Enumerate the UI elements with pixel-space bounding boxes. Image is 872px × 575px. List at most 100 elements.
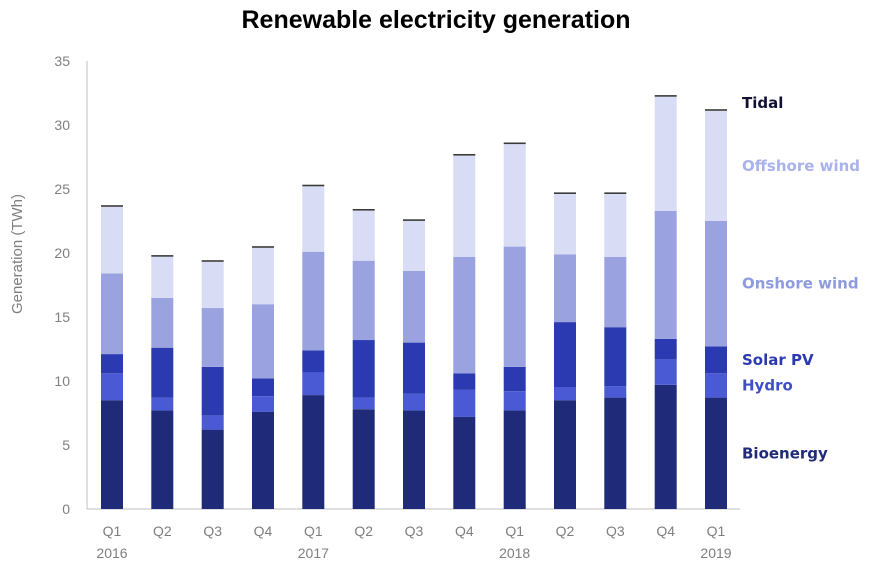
- bar-segment-bioenergy: [554, 400, 576, 509]
- bar-segment-hydro: [403, 393, 425, 411]
- y-tick-label: 0: [62, 501, 70, 517]
- bar-segment-bioenergy: [352, 409, 375, 509]
- bar-segment-onshore-wind: [151, 297, 174, 348]
- bar-segment-solar-pv: [453, 373, 476, 390]
- bar-segment-solar-pv: [503, 366, 526, 392]
- bar-segment-bioenergy: [101, 400, 123, 509]
- bar-segment-onshore-wind: [654, 210, 677, 339]
- bar-segment-onshore-wind: [604, 256, 627, 328]
- x-tick-label: Q1: [103, 523, 122, 539]
- bar-segment-tidal: [554, 192, 576, 194]
- bar-segment-hydro: [201, 415, 224, 430]
- bar-segment-solar-pv: [705, 346, 727, 374]
- x-year-label: 2017: [298, 545, 329, 561]
- bar-segment-hydro: [252, 396, 274, 412]
- bar-segment-offshore-wind: [302, 186, 325, 252]
- legend-label-tidal: Tidal: [742, 94, 783, 112]
- bar-segment-hydro: [302, 372, 325, 395]
- bar-segment-hydro: [604, 386, 627, 398]
- y-tick-label: 10: [54, 373, 70, 389]
- bar-segment-hydro: [654, 359, 677, 385]
- bar-segment-onshore-wind: [252, 304, 274, 379]
- bar-segment-bioenergy: [252, 411, 274, 509]
- legend-label-solar-pv: Solar PV: [742, 351, 814, 369]
- y-tick-label: 5: [62, 437, 70, 453]
- bar-segment-solar-pv: [302, 350, 325, 373]
- bar-segment-onshore-wind: [453, 256, 476, 374]
- bar-segment-hydro: [101, 373, 123, 401]
- bar-segment-offshore-wind: [554, 194, 576, 255]
- bar-segment-bioenergy: [151, 410, 174, 509]
- x-year-label: 2016: [96, 545, 127, 561]
- bar-segment-tidal: [604, 192, 627, 194]
- y-axis-label: Generation (TWh): [9, 194, 26, 314]
- y-tick-label: 35: [54, 53, 70, 69]
- bar-segment-offshore-wind: [453, 155, 476, 257]
- bar-segment-solar-pv: [604, 327, 627, 387]
- bar-segment-hydro: [554, 387, 576, 401]
- bar-segment-offshore-wind: [101, 206, 123, 274]
- y-tick-label: 20: [54, 245, 70, 261]
- x-tick-label: Q4: [656, 523, 675, 539]
- legend-label-offshore-wind: Offshore wind: [742, 157, 860, 175]
- chart-title: Renewable electricity generation: [241, 6, 631, 34]
- bar-segment-offshore-wind: [654, 96, 677, 211]
- legend: Bioenergy Hydro Solar PV Onshore wind Offsho…: [742, 94, 860, 462]
- bar-segment-bioenergy: [201, 429, 224, 509]
- bar-segment-onshore-wind: [352, 260, 375, 341]
- bar-segment-offshore-wind: [503, 144, 526, 247]
- y-tick-label: 30: [54, 117, 70, 133]
- x-tick-label: Q4: [455, 523, 474, 539]
- bar-segment-solar-pv: [101, 354, 123, 374]
- bar-segment-tidal: [302, 184, 325, 187]
- x-tick-labels: Q1 2016 Q2 Q3 Q4 Q1 2017 Q2 Q3 Q4 Q1 2018 Q2 Q3 Q4 Q1 20…: [96, 523, 731, 561]
- bar-segment-solar-pv: [201, 366, 224, 416]
- legend-label-onshore-wind: Onshore wind: [742, 275, 859, 293]
- x-tick-label: Q3: [405, 523, 424, 539]
- bar-segment-hydro: [352, 397, 375, 410]
- bar-segment-onshore-wind: [201, 308, 224, 367]
- bar-segment-offshore-wind: [201, 262, 224, 309]
- x-tick-label: Q3: [203, 523, 222, 539]
- bars-group: [101, 95, 727, 509]
- bar-segment-hydro: [705, 373, 727, 398]
- bar-segment-solar-pv: [151, 347, 174, 398]
- x-tick-label: Q2: [556, 523, 575, 539]
- bar-segment-solar-pv: [654, 338, 677, 360]
- x-tick-label: Q1: [505, 523, 524, 539]
- bar-segment-tidal: [453, 154, 476, 156]
- bar-segment-bioenergy: [302, 395, 325, 509]
- bar-segment-onshore-wind: [503, 246, 526, 367]
- bar-segment-solar-pv: [252, 378, 274, 397]
- bar-segment-onshore-wind: [101, 273, 123, 355]
- bar-segment-tidal: [705, 109, 727, 111]
- bar-segment-hydro: [503, 391, 526, 411]
- y-tick-label: 25: [54, 181, 70, 197]
- bar-segment-offshore-wind: [403, 221, 425, 271]
- bar-segment-tidal: [403, 219, 425, 221]
- bar-segment-tidal: [201, 260, 224, 262]
- bar-segment-bioenergy: [604, 397, 627, 509]
- bar-segment-tidal: [352, 209, 375, 211]
- bar-segment-hydro: [453, 390, 476, 417]
- bar-segment-bioenergy: [403, 410, 425, 509]
- x-tick-label: Q1: [707, 523, 726, 539]
- bar-segment-bioenergy: [453, 416, 476, 509]
- x-year-label: 2018: [499, 545, 530, 561]
- x-tick-label: Q1: [304, 523, 323, 539]
- legend-label-hydro: Hydro: [742, 377, 793, 395]
- bar-segment-offshore-wind: [604, 194, 627, 257]
- bar-segment-solar-pv: [352, 340, 375, 398]
- y-tick-label: 15: [54, 309, 70, 325]
- x-year-label: 2019: [700, 545, 731, 561]
- bar-segment-tidal: [654, 95, 677, 97]
- bar-segment-bioenergy: [503, 410, 526, 509]
- x-tick-label: Q4: [254, 523, 273, 539]
- bar-segment-solar-pv: [554, 322, 576, 388]
- bar-segment-offshore-wind: [151, 256, 174, 298]
- legend-label-bioenergy: Bioenergy: [742, 444, 828, 462]
- bar-segment-tidal: [151, 255, 174, 257]
- bar-segment-offshore-wind: [352, 210, 375, 261]
- bar-segment-tidal: [252, 246, 274, 248]
